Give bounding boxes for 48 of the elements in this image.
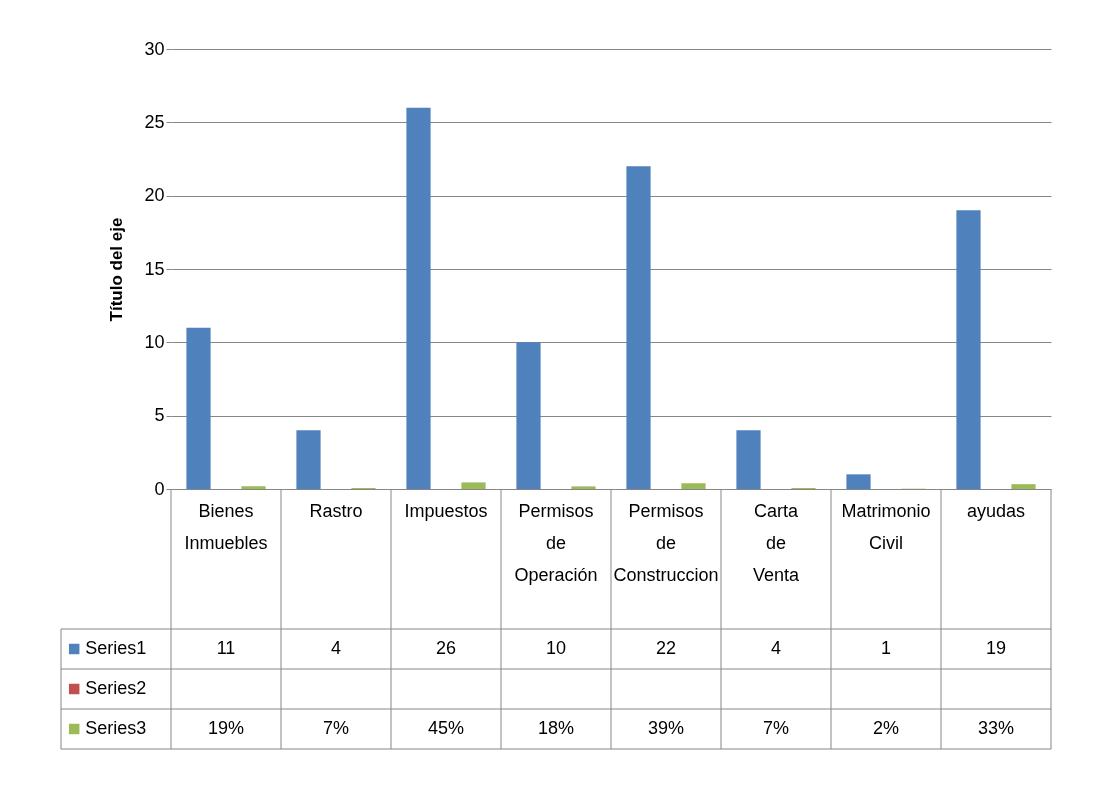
bar [186, 327, 211, 489]
x-tick-label: Permisos de Operación [514, 501, 598, 585]
data-label: 2% [872, 718, 900, 738]
data-label: 4 [330, 638, 342, 658]
x-tick-label: Bienes Inmuebles [184, 501, 268, 553]
data-label: 22 [655, 638, 677, 658]
data-label: 4 [770, 638, 782, 658]
data-label: 19 [985, 638, 1007, 658]
bar [626, 166, 651, 489]
data-label: 7% [762, 718, 790, 738]
data-label: 18% [537, 718, 575, 738]
legend-label: Series2 [85, 678, 147, 698]
data-label: 33% [977, 718, 1015, 738]
y-tick-label: 10 [144, 331, 165, 352]
y-tick-label: 30 [144, 38, 165, 59]
legend-label: Series3 [85, 718, 147, 738]
bar [516, 342, 541, 489]
bar [681, 483, 706, 489]
x-tick-label: Impuestos [404, 501, 488, 521]
y-tick-label: 20 [144, 185, 165, 206]
data-label: 1 [880, 638, 892, 658]
data-label: 39% [647, 718, 685, 738]
y-tick-label: 5 [154, 405, 165, 426]
data-label: 19% [207, 718, 245, 738]
bar [956, 210, 981, 489]
data-label: 7% [322, 718, 350, 738]
legend-label: Series1 [85, 638, 147, 658]
bar [461, 482, 486, 489]
bar [1011, 484, 1036, 489]
bar [736, 430, 761, 489]
x-tick-label: Carta de Venta [752, 501, 801, 585]
bar [296, 430, 321, 489]
y-tick-label: 15 [144, 258, 165, 279]
data-label: 10 [545, 638, 567, 658]
bar [241, 486, 266, 489]
x-tick-label: Matrimonio Civil [841, 501, 931, 553]
x-tick-label: Rastro [309, 501, 363, 521]
y-tick-label: 0 [154, 478, 165, 499]
bar [406, 107, 431, 489]
x-tick-label: Permisos de Construccion [613, 501, 719, 585]
data-label: 11 [216, 638, 236, 658]
data-label: 45% [427, 718, 465, 738]
y-axis-title: Título del eje [107, 217, 127, 322]
bar [571, 486, 596, 489]
x-tick-label: ayudas [966, 501, 1026, 521]
y-tick-label: 25 [144, 111, 165, 132]
data-label: 26 [435, 638, 457, 658]
bar [846, 474, 871, 489]
